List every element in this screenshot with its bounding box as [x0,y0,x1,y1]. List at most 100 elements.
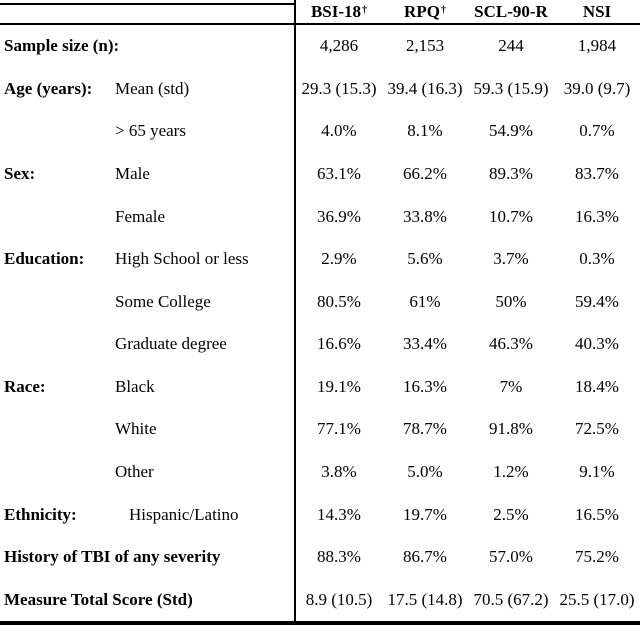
data-cell: 1,984 [577,36,617,56]
row-subcategory-label: Mean (std) [115,78,190,98]
column-header-nsi: NSI [554,0,640,23]
data-cell: 18.4% [575,376,619,396]
data-cell: 77.1% [317,419,361,439]
data-cell: 3.8% [321,462,357,482]
data-cell: 8.9 (10.5) [305,589,373,609]
data-cell: 33.8% [403,206,447,226]
data-cell: 244 [498,36,524,56]
data-cell: 54.9% [489,121,533,141]
data-cell: 25.5 (17.0) [559,589,635,609]
row-category-label: Measure Total Score (Std) [4,589,193,609]
table-row: Female 36.9% 33.8% 10.7% 16.3% [0,195,640,238]
data-cell: 16.3% [575,206,619,226]
header-rule [0,23,640,25]
row-label-cell: Race: Black [0,377,296,397]
table-row: Age (years): Mean (std) 29.3 (15.3) 39.4 (1… [0,68,640,111]
column-header-label: BSI-18 [310,1,362,21]
data-cell: 14.3% [317,504,361,524]
top-rule [0,3,296,5]
data-cell: 16.3% [403,376,447,396]
data-cell: 3.7% [493,249,529,269]
bottom-rule [0,621,640,625]
table-header-row: BSI-18 † RPQ † SCL-90-R NSI [296,0,640,23]
column-header-bsi-18: BSI-18 † [296,0,382,23]
data-cell: 1.2% [493,462,529,482]
row-label-cell: Other [0,462,296,482]
data-cell: 83.7% [575,164,619,184]
data-cell: 72.5% [575,419,619,439]
table-row: History of TBI of any severity 88.3% 86.7%… [0,536,640,579]
row-subcategory-label: > 65 years [115,121,186,141]
row-label-cell: Female [0,207,296,227]
data-cell: 59.4% [575,291,619,311]
data-cell: 63.1% [317,164,361,184]
row-label-cell: White [0,419,296,439]
data-cell: 19.7% [403,504,447,524]
row-category-label: Ethnicity: [4,504,77,524]
row-category-label: Age (years): [4,78,93,98]
data-cell: 10.7% [489,206,533,226]
data-cell: 57.0% [489,547,533,567]
row-label-cell: Some College [0,292,296,312]
row-label-cell: Education: High School or less [0,249,296,269]
row-subcategory-label: Other [115,462,154,482]
row-label-cell: Measure Total Score (Std) [0,590,296,610]
data-cell: 78.7% [403,419,447,439]
column-header-label: RPQ [404,1,440,21]
data-cell: 17.5 (14.8) [387,589,463,609]
row-label-cell: Sex: Male [0,164,296,184]
dagger-footnote-marker: † [440,4,446,16]
data-cell: 5.0% [407,462,443,482]
data-cell: 16.5% [575,504,619,524]
data-cell: 4.0% [321,121,357,141]
data-cell: 5.6% [407,249,443,269]
data-cell: 40.3% [575,334,619,354]
data-cell: 88.3% [317,547,361,567]
table-row: Race: Black 19.1% 16.3% 7% 18.4% [0,366,640,409]
data-cell: 46.3% [489,334,533,354]
table-row: Other 3.8% 5.0% 1.2% 9.1% [0,451,640,494]
table-row: Graduate degree 16.6% 33.4% 46.3% 40.3% [0,323,640,366]
table-row: Ethnicity: Hispanic/Latino 14.3% 19.7% 2.5% 1… [0,493,640,536]
row-category-label: Sex: [4,164,36,184]
data-cell: 16.6% [317,334,361,354]
row-subcategory-label: Hispanic/Latino [129,504,239,524]
dagger-footnote-marker: † [362,4,368,16]
data-cell: 39.0 (9.7) [563,78,631,98]
table-row: Some College 80.5% 61% 50% 59.4% [0,280,640,323]
table-body: Sample size (n): 4,286 2,153 244 1,984 Age (y… [0,25,640,621]
data-cell: 50% [495,291,527,311]
data-cell: 2.5% [493,504,529,524]
column-header-label: SCL-90-R [474,1,548,21]
row-label-cell: History of TBI of any severity [0,547,296,567]
row-subcategory-label: High School or less [115,249,249,269]
data-cell: 2.9% [321,249,357,269]
row-category-label: Sample size (n): [4,36,120,56]
table-row: White 77.1% 78.7% 91.8% 72.5% [0,408,640,451]
row-label-cell: Ethnicity: Hispanic/Latino [0,505,296,525]
data-cell: 9.1% [579,462,615,482]
row-label-cell: Graduate degree [0,334,296,354]
data-cell: 86.7% [403,547,447,567]
data-cell: 89.3% [489,164,533,184]
row-subcategory-label: Female [115,206,166,226]
data-cell: 70.5 (67.2) [473,589,549,609]
table-row: Measure Total Score (Std) 8.9 (10.5) 17.5 … [0,579,640,622]
data-cell: 7% [499,376,523,396]
table-row: Sample size (n): 4,286 2,153 244 1,984 [0,25,640,68]
row-subcategory-label: Male [115,164,150,184]
data-cell: 39.4 (16.3) [387,78,463,98]
row-subcategory-label: Some College [115,291,211,311]
data-cell: 29.3 (15.3) [301,78,377,98]
row-category-label: Race: [4,376,46,396]
data-cell: 8.1% [407,121,443,141]
row-label-cell: Sample size (n): [0,36,296,56]
data-cell: 19.1% [317,376,361,396]
column-header-rpq: RPQ † [382,0,468,23]
data-cell: 0.7% [579,121,615,141]
data-cell: 0.3% [579,249,615,269]
row-subcategory-label: White [115,419,157,439]
table-row: Education: High School or less 2.9% 5.6% 3.7… [0,238,640,281]
data-cell: 61% [409,291,441,311]
